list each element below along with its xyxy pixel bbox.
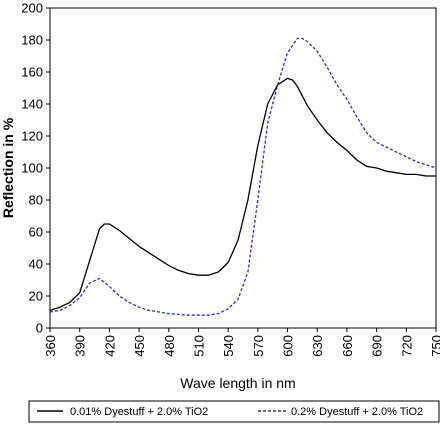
x-axis: 360 390 420 450 480 510 540 570 600 630 660 690 720 7… bbox=[43, 328, 440, 357]
x-tick-label: 750 bbox=[429, 335, 440, 357]
x-tick-label: 480 bbox=[162, 335, 177, 357]
legend-label-0: 0.01% Dyestuff + 2.0% TiO2 bbox=[70, 406, 208, 418]
x-tick-label: 390 bbox=[73, 335, 88, 357]
x-tick-label: 510 bbox=[191, 335, 206, 357]
x-tick-label: 690 bbox=[370, 335, 385, 357]
y-tick-label: 100 bbox=[21, 161, 43, 176]
x-tick-label: 450 bbox=[132, 335, 147, 357]
x-axis-title: Wave length in nm bbox=[180, 375, 295, 391]
y-tick-label: 200 bbox=[21, 1, 43, 16]
x-tick-label: 660 bbox=[340, 335, 355, 357]
legend: 0.01% Dyestuff + 2.0% TiO2 0.2% Dyestuff… bbox=[28, 400, 440, 423]
x-tick-label: 630 bbox=[310, 335, 325, 357]
x-tick-label: 540 bbox=[221, 335, 236, 357]
x-tick-label: 420 bbox=[102, 335, 117, 357]
y-tick-label: 0 bbox=[36, 321, 43, 336]
y-axis: 0 20 40 60 80 100 120 140 160 180 200 bbox=[21, 1, 50, 336]
x-tick-label: 360 bbox=[43, 335, 58, 357]
legend-box bbox=[28, 400, 440, 423]
legend-label-1: 0.2% Dyestuff + 2.0% TiO2 bbox=[291, 406, 423, 418]
y-tick-label: 40 bbox=[29, 257, 43, 272]
x-tick-label: 600 bbox=[281, 335, 296, 357]
series-line-0 bbox=[49, 77, 436, 312]
x-tick-label: 570 bbox=[251, 335, 266, 357]
x-tick-label: 720 bbox=[399, 335, 414, 357]
y-axis-title: Reflection in % bbox=[0, 117, 16, 218]
y-tick-label: 80 bbox=[29, 193, 43, 208]
y-tick-label: 140 bbox=[21, 97, 43, 112]
y-tick-label: 60 bbox=[29, 225, 43, 240]
series-layer bbox=[49, 37, 437, 316]
y-tick-label: 120 bbox=[21, 129, 43, 144]
series-line-1 bbox=[49, 37, 437, 316]
plot-area bbox=[49, 7, 437, 329]
y-tick-label: 180 bbox=[21, 33, 43, 48]
y-tick-label: 160 bbox=[21, 65, 43, 80]
y-tick-label: 20 bbox=[29, 289, 43, 304]
